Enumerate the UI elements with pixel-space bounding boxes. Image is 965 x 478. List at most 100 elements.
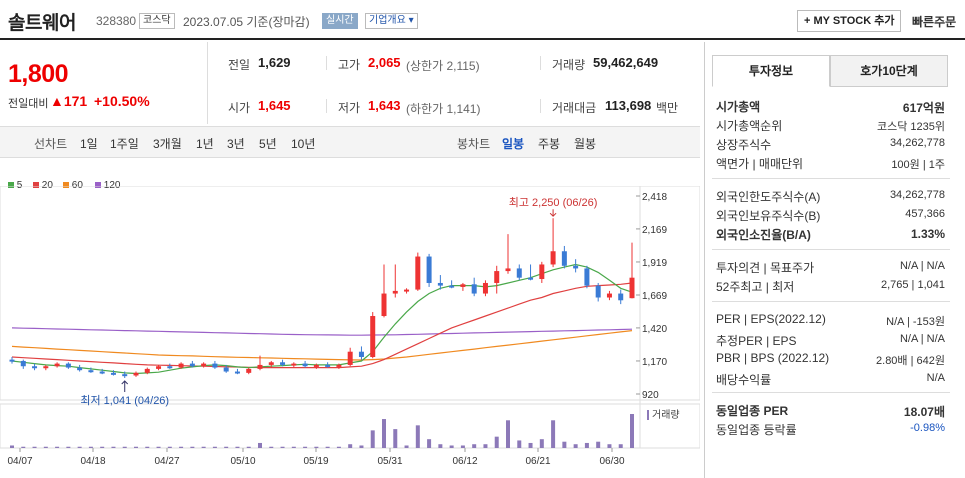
candle [415, 256, 421, 290]
info-value: 코스닥 1235위 [876, 121, 945, 133]
candle [505, 268, 511, 272]
ma-line-120 [11, 327, 633, 336]
info-label: 52주최고 | 최저 [716, 280, 795, 294]
tab-invest-info[interactable]: 투자정보 [712, 55, 830, 87]
tab-orderbook[interactable]: 호가10단계 [830, 55, 948, 87]
volume-bar [246, 446, 251, 448]
quick-order-button[interactable]: 빠른주문 [912, 15, 957, 29]
y-tick-label: 1,170 [642, 357, 667, 368]
amount-label: 거래대금 [552, 101, 597, 115]
volume-bar [77, 446, 82, 448]
candle [528, 277, 534, 280]
divider [540, 56, 541, 70]
plus-icon: + [804, 15, 814, 27]
price-summary [0, 42, 208, 124]
divider [540, 99, 541, 113]
info-value: 100원 | 1주 [891, 159, 945, 171]
info-value: 2.80배 | 642원 [876, 355, 945, 367]
candle [257, 364, 263, 369]
candle [370, 316, 376, 357]
legend-swatch [95, 182, 101, 188]
info-value: 18.07배 [903, 405, 945, 419]
candle [302, 363, 308, 367]
tab-10y[interactable]: 10년 [291, 137, 316, 151]
y-tick-label: 1,669 [642, 291, 667, 302]
tab-5y[interactable]: 5년 [259, 137, 277, 151]
tab-monthly[interactable]: 월봉 [574, 137, 597, 151]
candle [595, 285, 601, 298]
volume-bar [551, 420, 556, 448]
price-change-value: 171 [63, 93, 88, 109]
stock-chart[interactable]: 2,418 2,169 1,919 1,669 1,420 1,170 920 거래량 최고 2… [0, 186, 700, 478]
divider [326, 56, 327, 70]
realtime-button[interactable]: 실시간 [322, 13, 358, 29]
candle [606, 293, 612, 298]
tab-1d[interactable]: 1일 [80, 137, 98, 151]
market-badge: 코스닥 [139, 13, 175, 29]
candle [201, 363, 207, 367]
volume-bar [370, 430, 375, 448]
company-info-dropdown[interactable]: 기업개요 ▾ [365, 13, 418, 29]
chevron-down-icon: ▾ [408, 15, 414, 26]
x-tick-label: 06/30 [599, 456, 624, 467]
candle [223, 367, 229, 372]
volume-bar [88, 446, 93, 448]
price-change: ▲171 [50, 93, 87, 109]
candle [460, 284, 466, 287]
info-value: 617억원 [902, 101, 945, 115]
candle [268, 362, 274, 365]
info-value: 34,262,778 [889, 137, 945, 149]
volume-bar [562, 441, 567, 448]
current-price: 1,800 [8, 60, 69, 88]
info-label: 액면가 | 매매단위 [716, 157, 804, 171]
volume-bar [528, 442, 533, 448]
stock-header [0, 0, 965, 40]
volume-bar [336, 446, 341, 448]
tab-daily[interactable]: 일봉 [502, 137, 525, 151]
volume-bar [269, 446, 274, 448]
tab-3m[interactable]: 3개월 [153, 137, 182, 151]
tab-1w[interactable]: 1주일 [110, 137, 139, 151]
volume-bar [280, 446, 285, 448]
candle [618, 293, 624, 301]
volume-bar [539, 439, 544, 448]
candle [313, 364, 319, 367]
add-mystock-button[interactable]: + MY STOCK 추가 [797, 10, 902, 32]
volume-label: 거래량 [652, 409, 680, 421]
candle [358, 351, 364, 357]
candle [144, 368, 150, 373]
prev-label: 전일 [228, 58, 251, 72]
volume-bar [291, 446, 296, 448]
volume-bar [494, 436, 499, 448]
info-label: 동일업종 PER [716, 404, 789, 418]
legend-swatch [63, 182, 69, 188]
volume-label: 거래량 [552, 58, 586, 72]
divider [712, 301, 950, 302]
price-change-pct: +10.50% [94, 93, 150, 109]
info-value: 1.33% [910, 227, 945, 241]
x-tick-label: 05/19 [303, 456, 328, 467]
info-label: 외국인보유주식수(B) [716, 209, 821, 223]
volume-bar [134, 446, 138, 448]
volume-bar [359, 445, 364, 448]
tab-1y[interactable]: 1년 [196, 137, 214, 151]
candle [77, 367, 83, 371]
info-label: PBR | BPS (2022.12) [716, 351, 830, 365]
candle [584, 268, 590, 286]
divider [326, 99, 327, 113]
base-date: 2023.07.05 기준(장마감) [183, 15, 310, 29]
tab-weekly[interactable]: 주봉 [538, 137, 561, 151]
candle [404, 289, 410, 292]
candle [20, 360, 26, 367]
divider [712, 392, 950, 393]
low-label: 저가 [338, 101, 361, 115]
y-tick-label: 920 [642, 390, 659, 401]
tab-3y[interactable]: 3년 [227, 137, 245, 151]
candle [122, 374, 128, 377]
candle [449, 285, 455, 288]
candle [9, 359, 15, 362]
candle [550, 251, 556, 265]
candle [167, 366, 173, 369]
high-label: 고가 [338, 58, 361, 72]
x-tick-label: 04/27 [154, 456, 179, 467]
